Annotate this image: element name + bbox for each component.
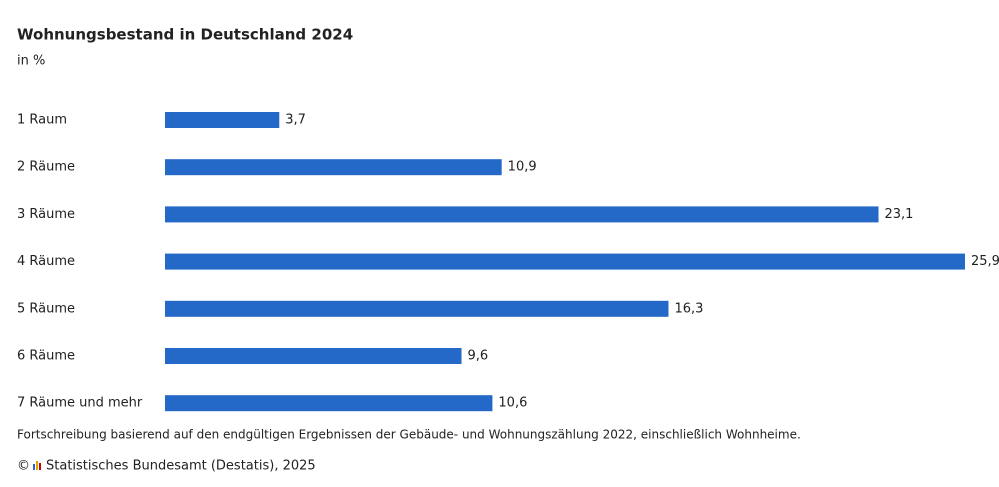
category-label: 1 Raum	[17, 113, 67, 128]
value-label: 9,6	[468, 349, 489, 364]
bar	[165, 300, 669, 317]
category-label: 2 Räume	[17, 160, 75, 175]
chart-subtitle: in %	[17, 54, 45, 69]
category-label: 3 Räume	[17, 207, 75, 222]
bar	[165, 253, 965, 270]
value-label: 10,9	[508, 160, 537, 175]
bar	[165, 395, 493, 412]
value-label: 10,6	[498, 396, 527, 411]
bar	[165, 206, 879, 223]
category-label: 7 Räume und mehr	[17, 396, 143, 411]
category-label: 5 Räume	[17, 301, 75, 316]
category-label: 4 Räume	[17, 254, 75, 269]
bar	[165, 348, 462, 364]
value-label: 23,1	[885, 207, 914, 222]
bar	[165, 112, 280, 128]
footnote: Fortschreibung basierend auf den endgült…	[17, 428, 801, 442]
logo	[33, 461, 41, 470]
chart-title: Wohnungsbestand in Deutschland 2024	[17, 26, 353, 44]
source: Statistisches Bundesamt (Destatis), 2025	[46, 459, 316, 474]
bar	[165, 159, 502, 176]
value-label: 3,7	[285, 113, 306, 128]
copyright: ©	[17, 459, 30, 474]
category-label: 6 Räume	[17, 349, 75, 364]
value-label: 25,9	[971, 254, 999, 269]
value-label: 16,3	[674, 301, 703, 316]
